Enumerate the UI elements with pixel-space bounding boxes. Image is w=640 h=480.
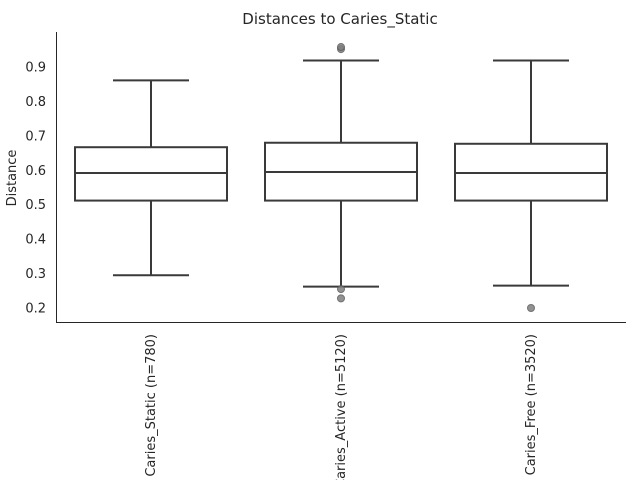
boxes-layer (74, 43, 608, 312)
x-tick-label: Caries_Active (n=5120) (334, 334, 349, 480)
outlier-point (337, 285, 345, 294)
outlier-point (337, 43, 345, 52)
y-tick-label: 0.3 (25, 267, 46, 282)
y-axis-ticks: 0.2 0.3 0.4 0.5 0.6 0.7 0.8 0.9 (25, 61, 46, 317)
y-tick-label: 0.2 (25, 302, 46, 317)
y-tick-label: 0.6 (25, 164, 46, 179)
outlier-point (527, 304, 535, 312)
y-axis-label: Distance (5, 150, 20, 207)
chart-title: Distances to Caries_Static (242, 10, 437, 29)
x-tick-label: Caries_Free (n=3520) (524, 334, 539, 475)
y-tick-label: 0.5 (25, 198, 46, 213)
box-group (454, 59, 608, 312)
y-tick-label: 0.4 (25, 233, 46, 248)
y-tick-label: 0.7 (25, 129, 46, 144)
x-tick-label: Caries_Static (n=780) (144, 334, 159, 477)
outlier-point (337, 294, 345, 303)
y-tick-label: 0.8 (25, 95, 46, 110)
x-axis-ticks: Caries_Static (n=780) Caries_Active (n=51… (144, 334, 539, 480)
box-group (74, 79, 228, 277)
y-tick-label: 0.9 (25, 61, 46, 76)
box-group (264, 43, 418, 303)
